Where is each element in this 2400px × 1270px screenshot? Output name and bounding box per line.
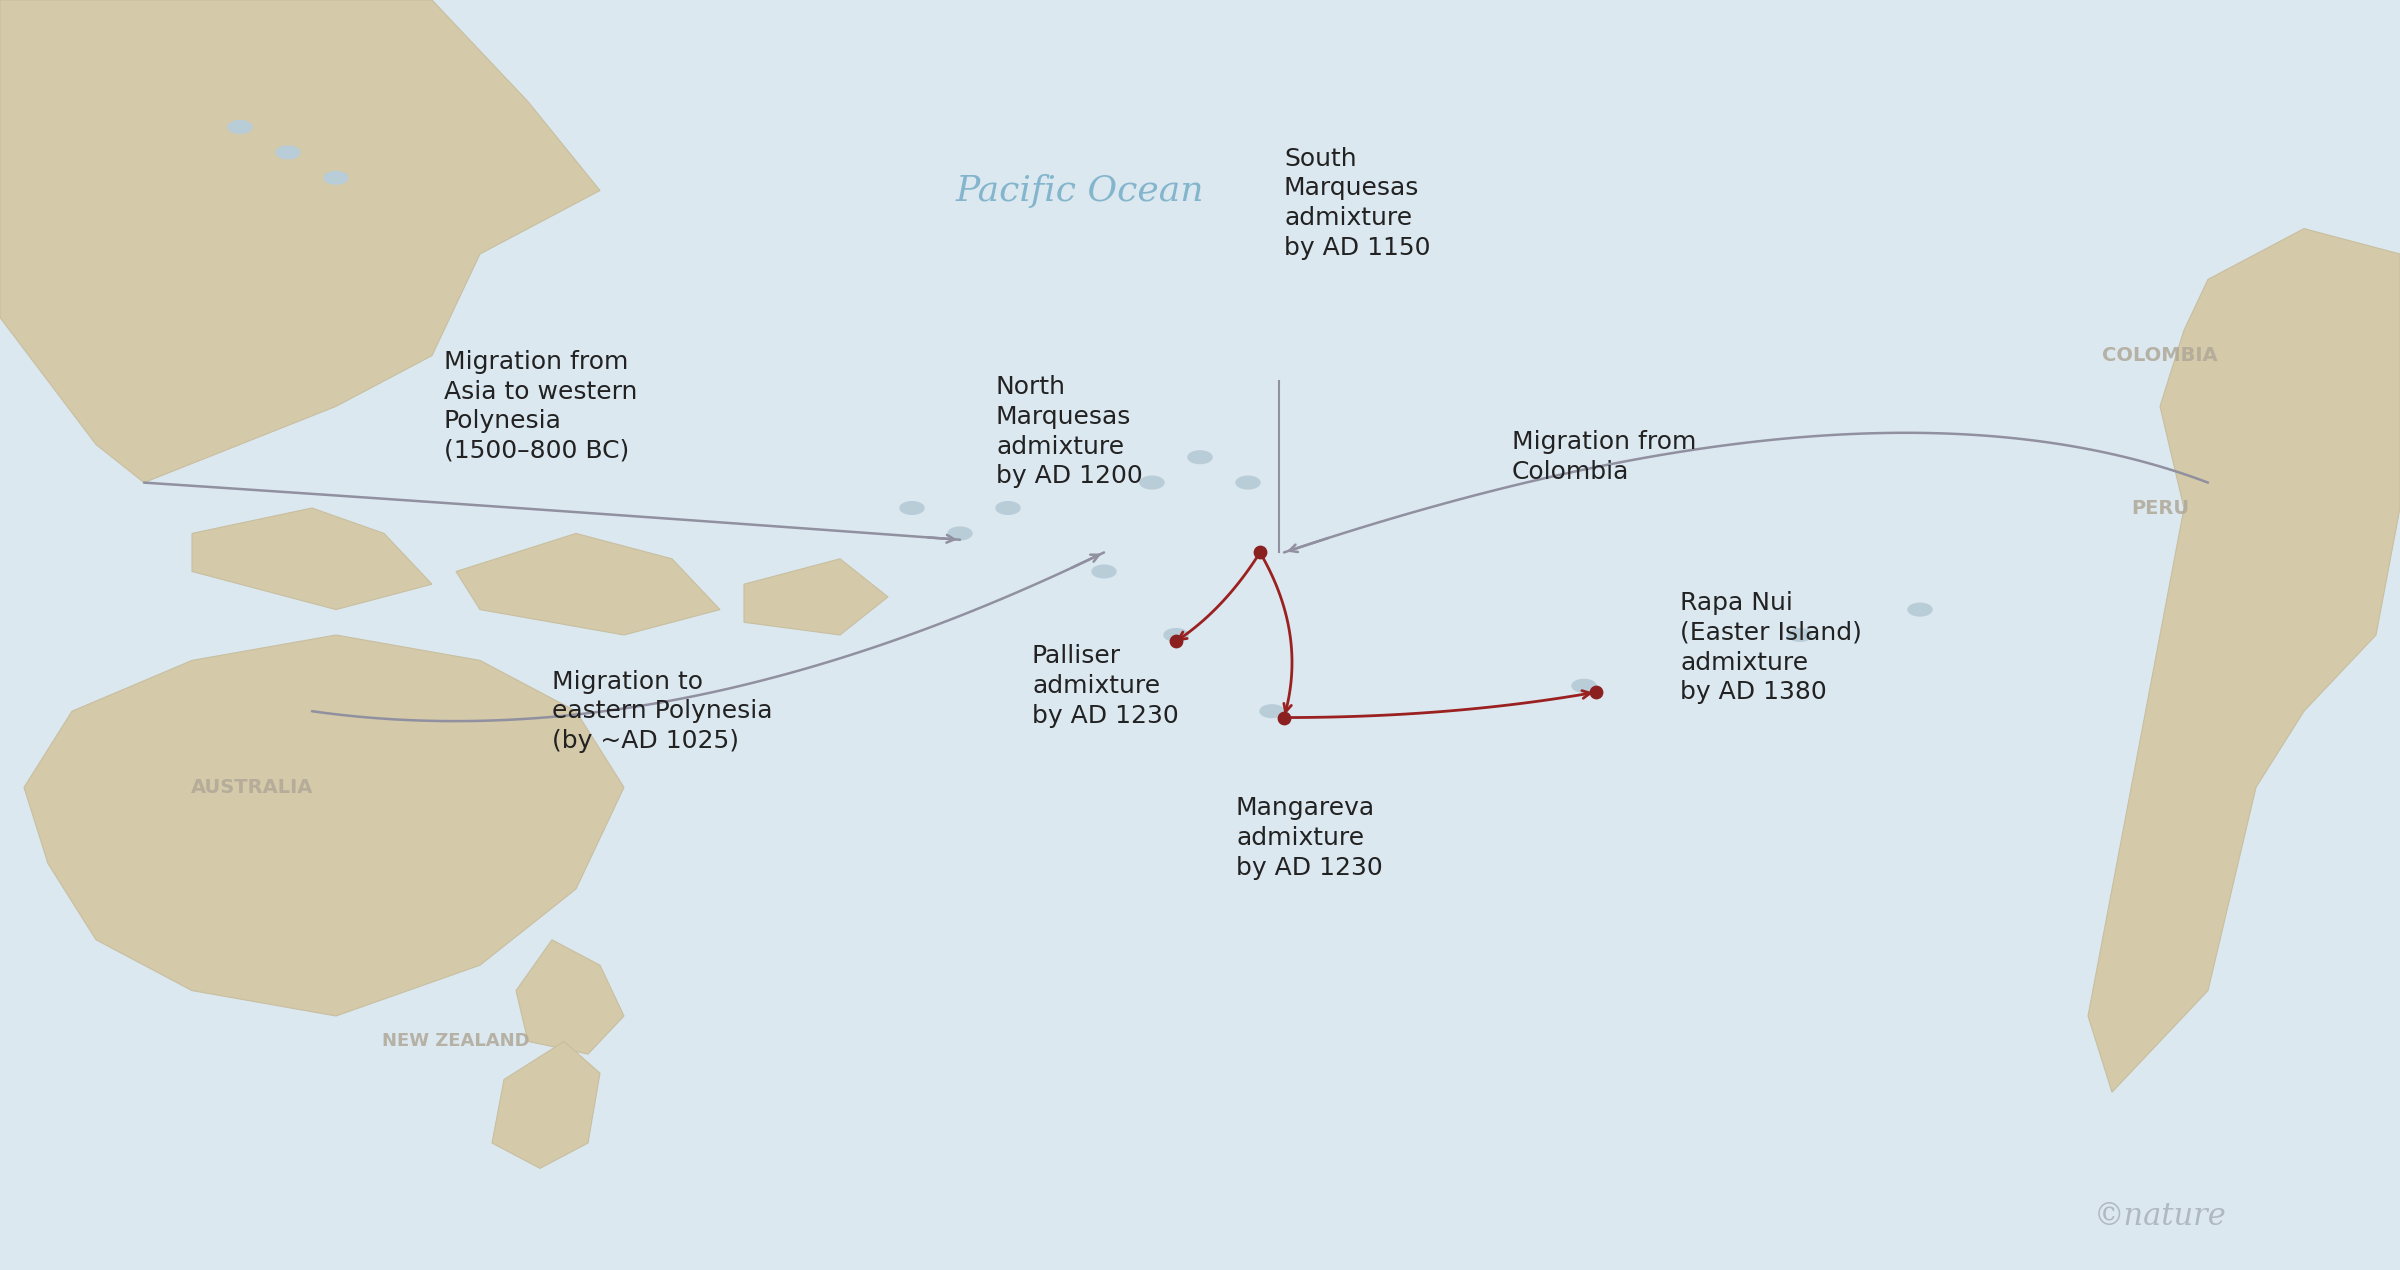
Point — [1241, 542, 1279, 563]
Text: South
Marquesas
admixture
by AD 1150: South Marquesas admixture by AD 1150 — [1284, 146, 1430, 260]
Text: North
Marquesas
admixture
by AD 1200: North Marquesas admixture by AD 1200 — [996, 375, 1142, 489]
Text: Rapa Nui
(Easter Island)
admixture
by AD 1380: Rapa Nui (Easter Island) admixture by AD… — [1680, 591, 1862, 705]
Text: Migration from
Colombia: Migration from Colombia — [1512, 431, 1697, 484]
Point — [1577, 682, 1615, 702]
Circle shape — [900, 502, 924, 514]
PathPatch shape — [456, 533, 720, 635]
Circle shape — [228, 121, 252, 133]
Text: Migration from
Asia to western
Polynesia
(1500–800 BC): Migration from Asia to western Polynesia… — [444, 349, 638, 464]
Circle shape — [948, 527, 972, 540]
PathPatch shape — [192, 508, 432, 610]
Point — [1265, 707, 1303, 728]
Text: ©nature: ©nature — [2093, 1201, 2227, 1232]
Circle shape — [276, 146, 300, 159]
Circle shape — [1236, 476, 1260, 489]
Circle shape — [1188, 451, 1212, 464]
PathPatch shape — [516, 940, 624, 1054]
PathPatch shape — [2088, 229, 2400, 1092]
Text: Palliser
admixture
by AD 1230: Palliser admixture by AD 1230 — [1032, 644, 1178, 728]
PathPatch shape — [0, 0, 600, 483]
Circle shape — [1572, 679, 1596, 692]
Text: NEW ZEALAND: NEW ZEALAND — [382, 1033, 530, 1050]
Circle shape — [1164, 629, 1188, 641]
Circle shape — [1908, 603, 1932, 616]
Text: Pacific Ocean: Pacific Ocean — [955, 174, 1205, 207]
Circle shape — [1260, 705, 1284, 718]
Text: Mangareva
admixture
by AD 1230: Mangareva admixture by AD 1230 — [1236, 796, 1382, 880]
Circle shape — [1140, 476, 1164, 489]
PathPatch shape — [492, 1041, 600, 1168]
Point — [1157, 631, 1195, 652]
PathPatch shape — [24, 635, 624, 1016]
PathPatch shape — [744, 559, 888, 635]
Circle shape — [1788, 629, 1812, 641]
Circle shape — [1092, 565, 1116, 578]
Text: PERU: PERU — [2131, 499, 2189, 517]
Text: Migration to
eastern Polynesia
(by ~AD 1025): Migration to eastern Polynesia (by ~AD 1… — [552, 669, 773, 753]
Text: COLOMBIA: COLOMBIA — [2102, 347, 2218, 364]
Circle shape — [324, 171, 348, 184]
Text: AUSTRALIA: AUSTRALIA — [192, 779, 312, 796]
Circle shape — [996, 502, 1020, 514]
